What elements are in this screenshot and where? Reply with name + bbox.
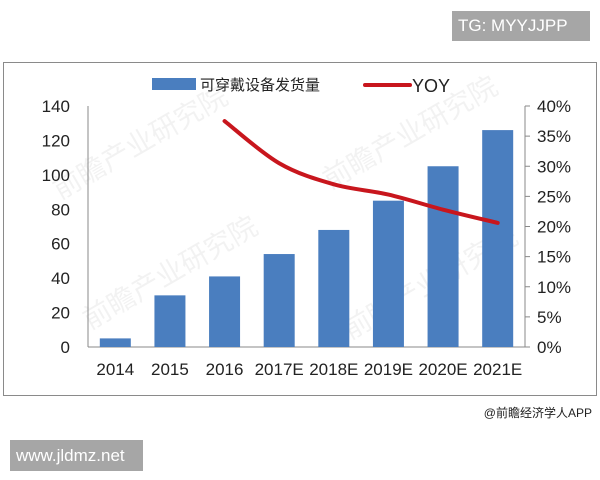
right-tick-label: 5% (537, 308, 562, 327)
x-tick-label: 2019E (364, 360, 413, 379)
left-tick-label: 40 (51, 269, 70, 288)
chart-frame (3, 62, 597, 396)
left-tick-label: 60 (51, 235, 70, 254)
left-tick-label: 140 (42, 97, 70, 116)
left-tick-label: 100 (42, 166, 70, 185)
right-tick-label: 35% (537, 127, 571, 146)
right-tick-label: 30% (537, 157, 571, 176)
yoy-line (222, 119, 500, 225)
logo-watermark: 前瞻产业研究院 (318, 70, 503, 195)
left-tick-label: 0 (61, 338, 70, 357)
tg-watermark: TG: MYYJJPP (452, 11, 590, 41)
logo-watermark: 前瞻产业研究院 (48, 80, 233, 205)
legend-bar-label: 可穿戴设备发货量 (200, 77, 320, 94)
bar (427, 166, 459, 347)
right-tick-label: 40% (537, 97, 571, 116)
site-watermark: www.jldmz.net (10, 440, 143, 471)
x-tick-label: 2017E (255, 360, 304, 379)
bar (372, 200, 404, 347)
x-tick-label: 2014 (96, 360, 134, 379)
x-tick-label: 2016 (206, 360, 244, 379)
x-tick-label: 2020E (418, 360, 467, 379)
left-tick-label: 80 (51, 200, 70, 219)
bar (318, 229, 350, 347)
left-tick-label: 120 (42, 131, 70, 150)
bar (263, 254, 295, 347)
bar (482, 130, 514, 347)
right-tick-label: 20% (537, 218, 571, 237)
x-tick-label: 2015 (151, 360, 189, 379)
x-tick-label: 2021E (473, 360, 522, 379)
bar (154, 295, 186, 347)
chart: 前瞻产业研究院前瞻产业研究院前瞻产业研究院前瞻产业研究院020406080100… (42, 70, 571, 379)
credit-text: @前瞻经济学人APP (483, 406, 592, 420)
right-tick-label: 0% (537, 338, 562, 357)
bar (99, 338, 131, 347)
right-tick-label: 10% (537, 278, 571, 297)
legend-line-label: YOY (412, 76, 450, 96)
x-tick-label: 2018E (309, 360, 358, 379)
bar (209, 276, 241, 347)
right-tick-label: 25% (537, 187, 571, 206)
right-tick-label: 15% (537, 248, 571, 267)
left-tick-label: 20 (51, 304, 70, 323)
legend-bar-swatch (152, 78, 196, 90)
